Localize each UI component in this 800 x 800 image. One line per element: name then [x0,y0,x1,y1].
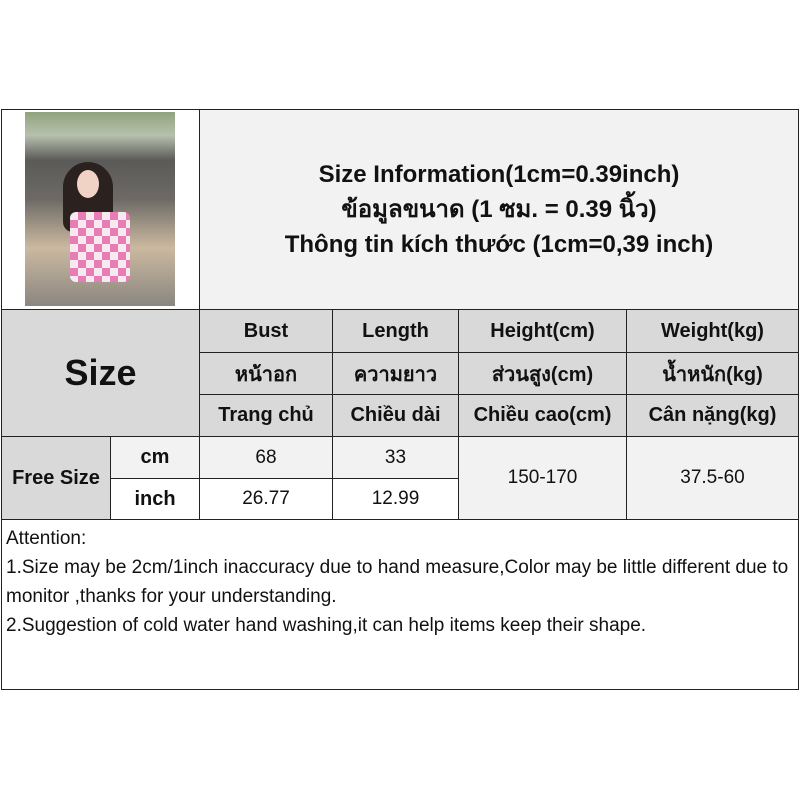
attention-note-1: 1.Size may be 2cm/1inch inaccuracy due t… [6,557,789,607]
weight-value: 37.5-60 [626,436,799,520]
size-header: Size [1,309,200,437]
photo-face [77,170,99,198]
header-length-en: Length [332,309,459,353]
header-weight-en: Weight(kg) [626,309,799,353]
title-vi: Thông tin kích thước (1cm=0,39 inch) [284,231,714,258]
length-cm-value: 33 [332,436,459,479]
header-weight-th: น้ำหนัก(kg) [626,352,799,395]
attention-note-2: 2.Suggestion of cold water hand washing,… [6,615,647,636]
bust-inch-value: 26.77 [199,478,333,520]
header-height-vi: Chiều cao(cm) [458,394,627,437]
attention-notes: Attention: 1.Size may be 2cm/1inch inacc… [1,519,799,690]
photo-pink-top [70,212,130,282]
title-en: Size Information(1cm=0.39inch) [318,161,680,188]
header-length-vi: Chiều dài [332,394,459,437]
free-size-label: Free Size [1,436,111,520]
size-info-title: Size Information(1cm=0.39inch) ข้อมูลขนา… [199,109,799,310]
unit-inch: inch [110,478,200,520]
length-inch-value: 12.99 [332,478,459,520]
header-length-th: ความยาว [332,352,459,395]
header-height-th: ส่วนสูง(cm) [458,352,627,395]
header-bust-en: Bust [199,309,333,353]
product-photo [25,112,175,306]
title-th: ข้อมูลขนาด (1 ซม. = 0.39 นิ้ว) [341,196,657,223]
bust-cm-value: 68 [199,436,333,479]
header-height-en: Height(cm) [458,309,627,353]
height-value: 150-170 [458,436,627,520]
header-bust-th: หน้าอก [199,352,333,395]
unit-cm: cm [110,436,200,479]
attention-heading: Attention: [6,528,87,549]
header-bust-vi: Trang chủ [199,394,333,437]
header-weight-vi: Cân nặng(kg) [626,394,799,437]
